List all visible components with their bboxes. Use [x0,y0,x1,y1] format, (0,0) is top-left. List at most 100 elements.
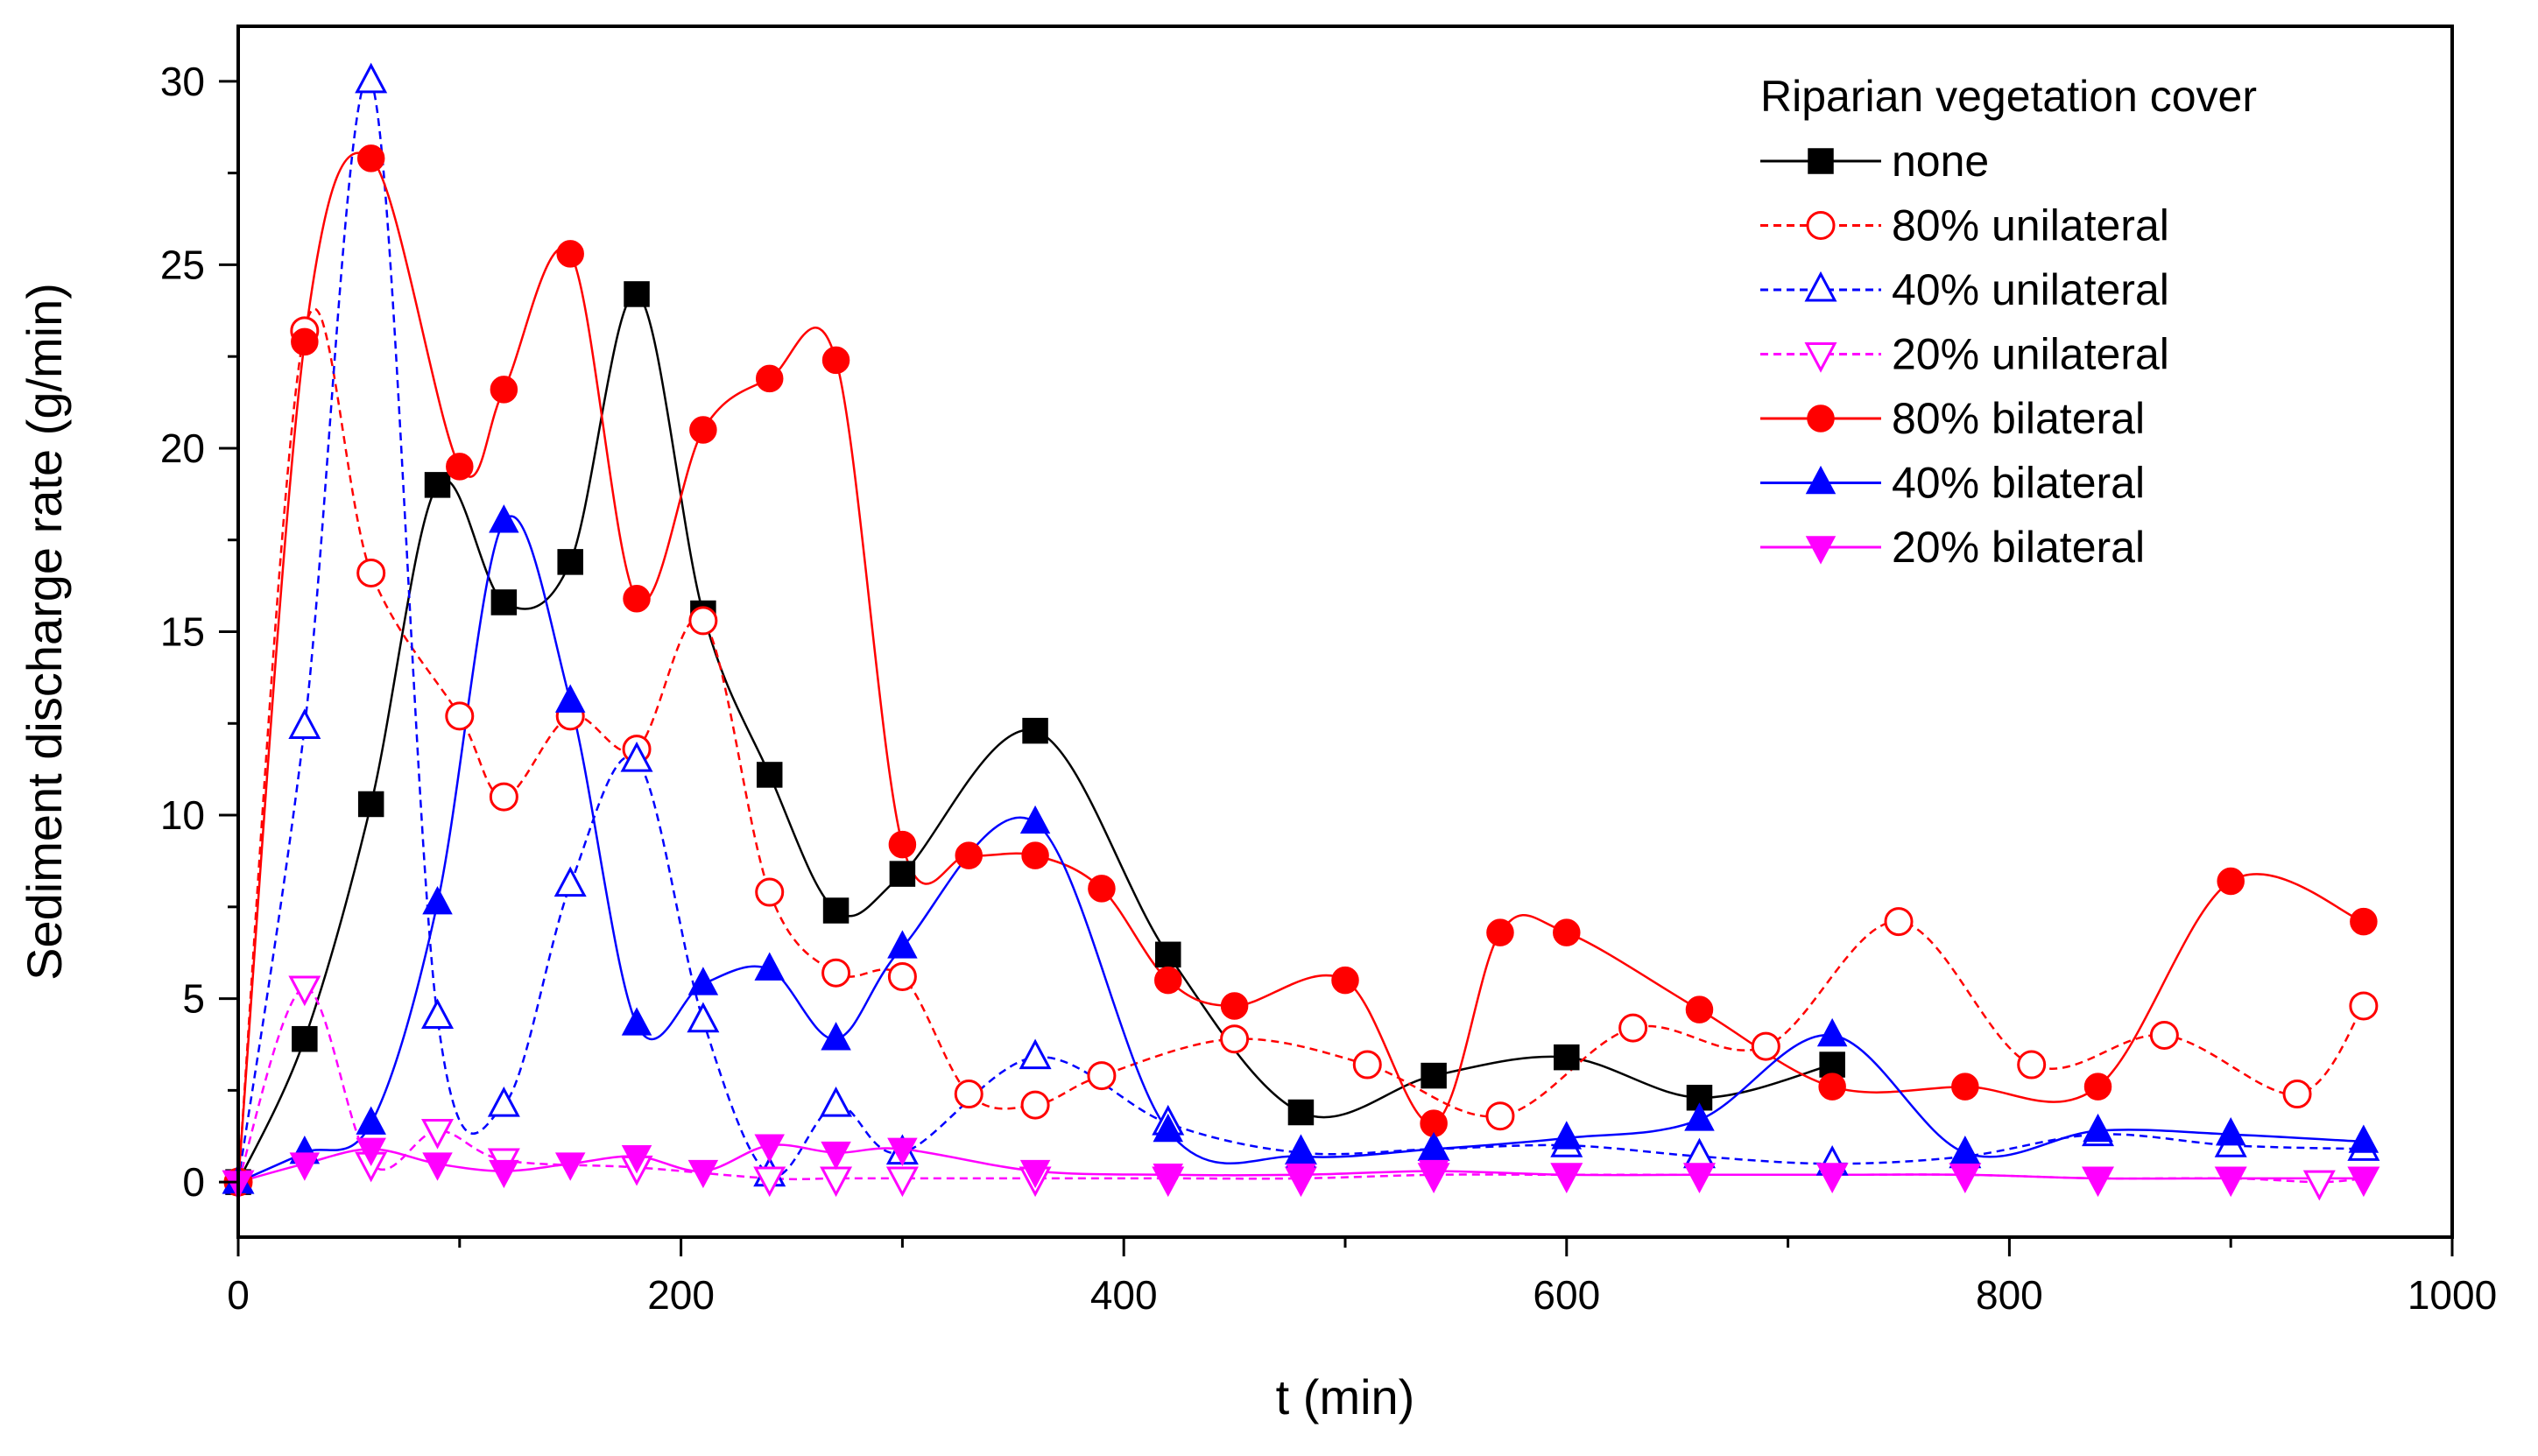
y-tick-label: 15 [160,609,205,655]
data-point-40pct-unilateral [687,1002,720,1033]
y-tick-label: 25 [160,242,205,287]
data-point-80pct-unilateral [2349,991,2379,1021]
y-axis-ticks: 0 5 10 15 20 25 30 [160,59,238,1205]
y-tick-label: 10 [160,792,205,838]
data-point-20pct-bilateral [1551,1164,1583,1192]
data-point-80pct-unilateral [688,606,718,636]
data-point-80pct-bilateral [2083,1073,2112,1101]
data-point-20pct-bilateral [1286,1164,1316,1192]
legend-marker-80pct-bilateral [1807,404,1835,433]
data-point-80pct-bilateral [1951,1073,1979,1101]
data-point-80pct-bilateral [755,364,784,393]
data-point-80pct-unilateral [445,701,475,731]
data-point-40pct-bilateral [1551,1121,1583,1150]
data-point-20pct-bilateral [1816,1164,1848,1192]
data-point-80pct-unilateral [2017,1050,2047,1080]
data-point-80pct-bilateral [1331,966,1359,995]
data-point-40pct-bilateral [1153,1113,1184,1143]
x-tick-label: 400 [1090,1272,1158,1318]
data-point-40pct-bilateral [1949,1136,1981,1164]
data-point-80pct-bilateral [2217,867,2245,896]
data-point-80pct-unilateral [887,961,917,991]
data-point-20pct-bilateral [289,1152,321,1181]
data-point-80pct-bilateral [1685,995,1714,1023]
data-point-20pct-bilateral [887,1137,918,1167]
data-point-80pct-bilateral [356,144,385,172]
series-line-40pct-bilateral [237,515,2364,1184]
x-tick-label: 800 [1976,1272,2043,1318]
data-point-40pct-bilateral [754,952,785,981]
data-point-20pct-bilateral [821,1141,851,1171]
data-point-20pct-bilateral [356,1137,386,1167]
data-point-80pct-bilateral [821,346,850,375]
data-point-none [889,861,916,887]
data-point-20pct-bilateral [1418,1159,1449,1189]
data-point-80pct-bilateral [1220,992,1249,1020]
data-point-80pct-unilateral [1020,1090,1050,1120]
data-point-80pct-bilateral [1818,1073,1846,1101]
data-point-40pct-bilateral [356,1106,386,1135]
data-point-20pct-unilateral [753,1166,786,1198]
legend-marker-80pct-unilateral [1806,211,1836,240]
data-point-80pct-bilateral [291,327,319,356]
data-point-80pct-unilateral [2149,1021,2179,1050]
data-point-40pct-unilateral [620,741,653,772]
data-point-40pct-unilateral [421,998,455,1030]
data-point-40pct-bilateral [489,504,519,533]
data-point-40pct-bilateral [621,1007,652,1036]
x-tick-label: 1000 [2408,1272,2497,1318]
x-axis-title: t (min) [1276,1369,1415,1424]
data-point-80pct-bilateral [1553,918,1581,946]
data-point-40pct-bilateral [887,930,918,959]
legend-label-40pct-unilateral: 40% unilateral [1892,265,2169,314]
legend-marker-none [1808,148,1834,174]
data-point-none [1155,941,1181,968]
data-point-40pct-bilateral [821,1022,851,1051]
data-point-80pct-bilateral [446,453,474,481]
data-point-20pct-bilateral [1019,1159,1051,1189]
legend-label-80pct-bilateral: 80% bilateral [1892,394,2145,443]
data-point-80pct-bilateral [490,376,518,404]
data-point-80pct-bilateral [1486,918,1514,946]
data-point-40pct-bilateral [1019,805,1051,834]
data-point-80pct-bilateral [1088,875,1116,903]
data-point-20pct-unilateral [2302,1170,2336,1201]
data-point-none [357,791,384,818]
data-point-80pct-unilateral [954,1080,983,1109]
data-point-80pct-unilateral [1884,907,1914,937]
data-point-80pct-unilateral [1087,1061,1117,1091]
data-point-80pct-bilateral [955,841,983,869]
data-point-80pct-unilateral [1220,1024,1250,1054]
data-point-40pct-unilateral [288,708,321,739]
legend: Riparian vegetation cover none 80% unilat… [1760,72,2257,572]
data-point-80pct-bilateral [623,585,651,613]
data-point-40pct-unilateral [487,1086,520,1117]
data-point-80pct-unilateral [489,782,518,812]
data-point-80pct-unilateral [356,558,386,587]
data-point-20pct-bilateral [1684,1164,1715,1192]
data-point-40pct-unilateral [553,866,587,897]
data-point-80pct-bilateral [2350,907,2378,936]
data-point-20pct-unilateral [288,975,321,1007]
legend-title: Riparian vegetation cover [1760,72,2257,121]
data-point-none [1287,1099,1315,1126]
data-point-80pct-bilateral [689,416,717,444]
data-point-20pct-bilateral [687,1159,719,1189]
data-point-20pct-bilateral [1153,1164,1184,1192]
y-tick-label: 30 [160,59,205,104]
series-markers [222,62,2380,1201]
data-point-20pct-unilateral [885,1166,919,1198]
x-tick-label: 200 [647,1272,715,1318]
data-point-80pct-unilateral [1352,1050,1382,1080]
data-point-20pct-bilateral [2083,1167,2113,1196]
data-point-20pct-bilateral [754,1134,785,1163]
data-point-40pct-bilateral [2348,1124,2379,1153]
data-point-80pct-unilateral [821,958,851,988]
x-axis-ticks: 0 200 400 600 800 1000 [227,1237,2497,1318]
data-point-20pct-bilateral [621,1145,652,1174]
legend-marker-20pct-unilateral [1804,342,1837,373]
data-point-40pct-bilateral [422,886,453,915]
y-tick-label: 20 [160,426,205,471]
y-tick-label: 5 [182,976,205,1022]
